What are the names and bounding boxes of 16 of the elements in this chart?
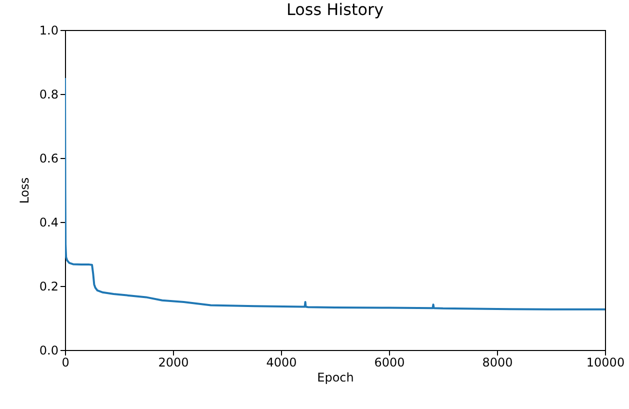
y-tick-label: 0.4 [39, 216, 58, 230]
x-tick-label: 6000 [374, 356, 405, 370]
y-tick-label: 0.6 [39, 152, 58, 166]
x-tick-label: 10000 [586, 356, 625, 370]
x-axis-title: Epoch [317, 370, 354, 384]
chart-title: Loss History [286, 0, 384, 19]
y-tick-label: 0.8 [39, 88, 58, 102]
x-tick-label: 0 [62, 356, 70, 370]
y-axis-title: Loss [17, 177, 32, 204]
y-tick-label: 0.2 [39, 280, 58, 294]
x-tick-label: 2000 [158, 356, 189, 370]
x-tick-label: 8000 [482, 356, 513, 370]
y-tick-label: 1.0 [39, 24, 58, 38]
x-tick-label: 4000 [266, 356, 297, 370]
line-series [65, 77, 605, 310]
y-tick-label: 0.0 [39, 344, 58, 358]
